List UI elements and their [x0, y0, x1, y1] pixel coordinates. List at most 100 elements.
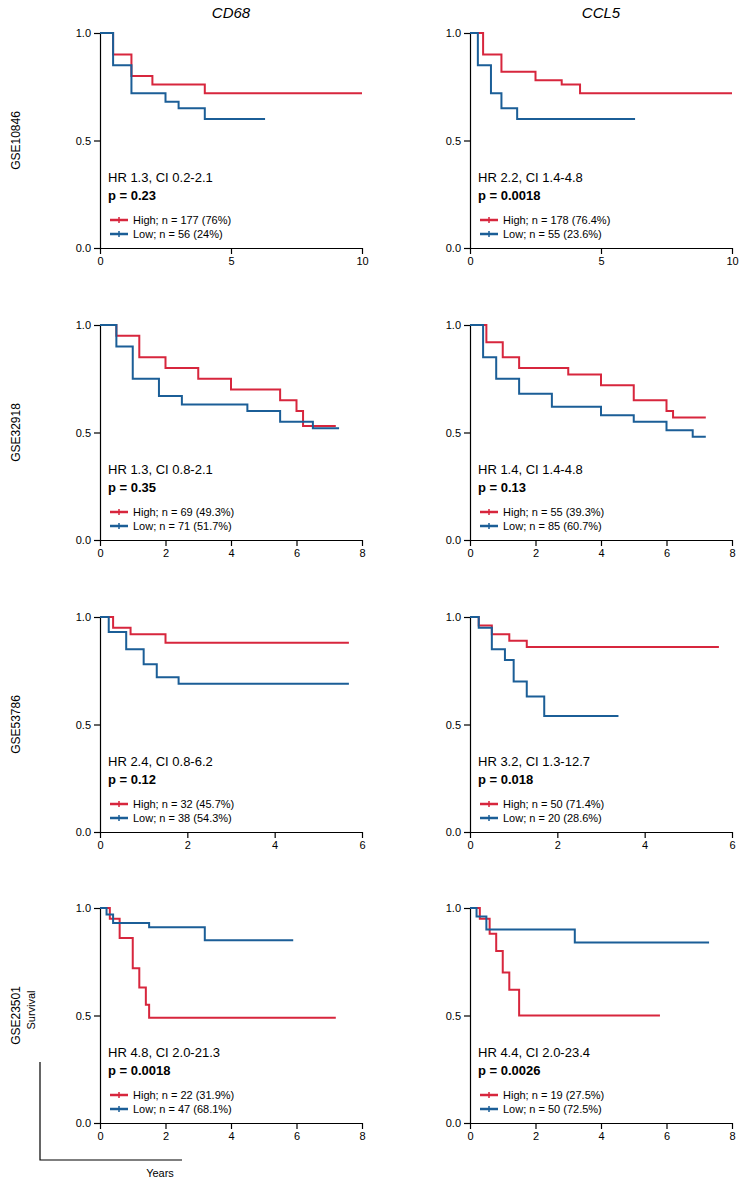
x-tick-label: 8: [729, 1130, 735, 1142]
x-tick-mark: [100, 248, 101, 254]
column-title: CCL5: [582, 4, 621, 21]
y-tick: 0.5: [76, 135, 100, 147]
curves: [470, 617, 719, 716]
y-tick-label: 1.0: [446, 902, 461, 914]
y-tick-label: 0.0: [76, 826, 91, 838]
legend: High; n = 19 (27.5%)Low; n = 50 (72.5%): [480, 1089, 604, 1115]
legend-item: Low; n = 20 (28.6%): [480, 812, 602, 824]
legend: High; n = 69 (49.3%)Low; n = 71 (51.7%): [110, 506, 234, 532]
panel: 02460.00.51.0HR 3.2, CI 1.3-12.7p = 0.01…: [446, 611, 736, 851]
x-tick-mark: [666, 1123, 667, 1129]
x-tick-mark: [231, 248, 232, 254]
annotation: HR 2.4, CI 0.8-6.2: [108, 754, 213, 769]
x-tick-label: 0: [467, 547, 473, 559]
y-axis: 0.00.51.0: [76, 319, 101, 546]
legend: High; n = 178 (76.4%)Low; n = 55 (23.6%): [480, 214, 610, 240]
x-tick: 2: [163, 540, 169, 559]
y-tick-mark: [464, 325, 470, 326]
y-tick-mark: [464, 908, 470, 909]
legend: High; n = 22 (31.9%)Low; n = 47 (68.1%): [110, 1089, 234, 1115]
panel: 02460.00.51.0HR 2.4, CI 0.8-6.2p = 0.12H…: [76, 611, 366, 851]
legend-label: Low; n = 55 (23.6%): [503, 228, 602, 240]
y-tick-mark: [94, 617, 100, 618]
survival-curve: [470, 908, 709, 942]
legend-swatch-tick: [488, 1106, 490, 1112]
y-axis-line: [470, 326, 471, 541]
y-axis: 0.00.51.0: [446, 902, 471, 1129]
x-tick-label: 0: [97, 547, 103, 559]
legend-label: Low; n = 71 (51.7%): [133, 520, 232, 532]
x-tick-label: 10: [356, 255, 368, 267]
x-tick: 2: [533, 540, 539, 559]
row-label: GSE53786: [9, 695, 23, 754]
figure: CD68CCL5GSE10846GSE32918GSE53786GSE23501…: [0, 0, 750, 1186]
x-axis: 0246: [97, 832, 365, 851]
y-tick: 1.0: [76, 319, 100, 331]
y-tick-label: 0.5: [446, 427, 461, 439]
x-tick-mark: [557, 832, 558, 838]
x-tick-label: 6: [294, 547, 300, 559]
y-tick-mark: [464, 432, 470, 433]
y-axis: 0.00.51.0: [446, 27, 471, 254]
y-tick-mark: [464, 33, 470, 34]
x-tick: 0: [467, 540, 473, 559]
y-tick-label: 0.5: [76, 427, 91, 439]
x-tick-mark: [732, 832, 733, 838]
y-axis-line: [100, 326, 101, 541]
legend-swatch-tick: [118, 217, 120, 223]
x-tick-mark: [732, 540, 733, 546]
legend-swatch-tick: [118, 815, 120, 821]
legend-swatch-tick: [488, 1092, 490, 1098]
x-tick-label: 6: [664, 547, 670, 559]
x-tick-mark: [165, 540, 166, 546]
y-tick-mark: [94, 140, 100, 141]
y-tick: 1.0: [446, 611, 470, 623]
x-tick-label: 4: [642, 839, 648, 851]
annotation: HR 1.4, CI 1.4-4.8: [478, 462, 583, 477]
annotation: HR 4.8, CI 2.0-21.3: [108, 1045, 220, 1060]
x-tick-mark: [732, 248, 733, 254]
x-tick-label: 5: [598, 255, 604, 267]
x-tick: 2: [163, 1123, 169, 1142]
legend-item: Low; n = 71 (51.7%): [110, 520, 232, 532]
y-tick-label: 1.0: [446, 319, 461, 331]
legend-item: High; n = 32 (45.7%): [110, 798, 234, 810]
y-tick-mark: [94, 908, 100, 909]
y-tick: 1.0: [446, 27, 470, 39]
x-axis: 02468: [97, 1123, 365, 1142]
legend-label: Low; n = 50 (72.5%): [503, 1103, 602, 1115]
y-tick-label: 0.5: [446, 719, 461, 731]
x-tick: 0: [467, 832, 473, 851]
y-tick-mark: [94, 33, 100, 34]
annotation: HR 4.4, CI 2.0-23.4: [478, 1045, 590, 1060]
x-tick: 2: [555, 832, 561, 851]
x-tick: 4: [228, 1123, 234, 1142]
x-tick-mark: [535, 540, 536, 546]
x-tick-mark: [666, 540, 667, 546]
x-tick-mark: [165, 1123, 166, 1129]
legend-swatch-tick: [488, 801, 490, 807]
x-tick: 10: [726, 248, 738, 267]
survival-curve: [470, 325, 706, 417]
x-tick-label: 8: [359, 1130, 365, 1142]
legend-swatch-tick: [118, 523, 120, 529]
legend-swatch-tick: [488, 509, 490, 515]
legend-swatch-tick: [488, 815, 490, 821]
y-tick: 0.0: [76, 826, 100, 838]
annotation: p = 0.0018: [108, 1063, 171, 1078]
legend-item: Low; n = 50 (72.5%): [480, 1103, 602, 1115]
x-tick-label: 6: [664, 1130, 670, 1142]
y-axis-line: [470, 618, 471, 833]
x-tick-label: 6: [359, 839, 365, 851]
y-tick: 0.0: [446, 1117, 470, 1129]
x-tick: 5: [598, 248, 604, 267]
y-tick-mark: [94, 832, 100, 833]
x-tick-label: 4: [272, 839, 278, 851]
x-tick: 8: [359, 1123, 365, 1142]
x-tick: 6: [294, 540, 300, 559]
legend-label: Low; n = 38 (54.3%): [133, 812, 232, 824]
x-tick-mark: [470, 1123, 471, 1129]
legend-item: High; n = 177 (76%): [110, 214, 231, 226]
y-tick-mark: [94, 1123, 100, 1124]
x-tick-label: 6: [729, 839, 735, 851]
